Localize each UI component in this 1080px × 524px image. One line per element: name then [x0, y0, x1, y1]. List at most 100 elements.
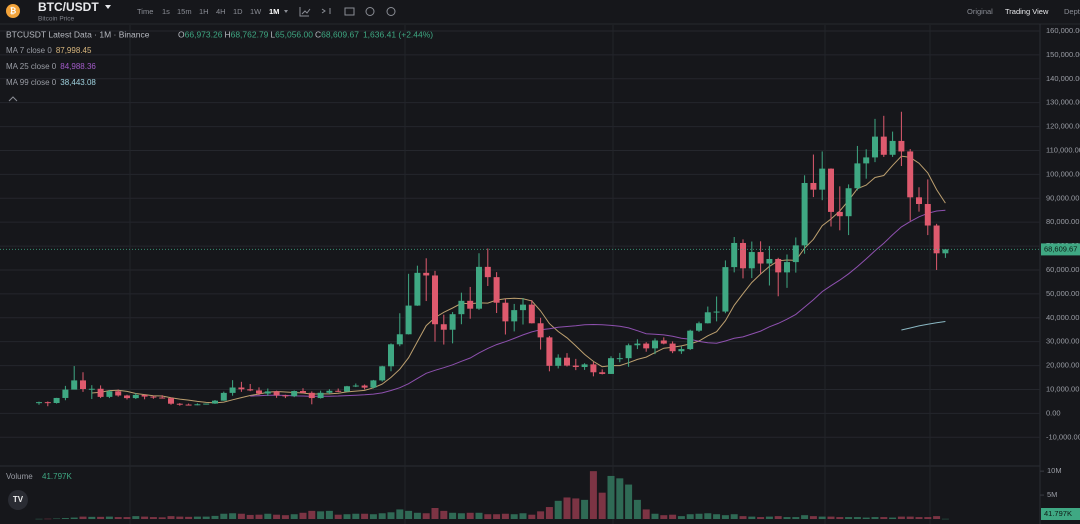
candle-body: [432, 275, 438, 325]
candle-body: [317, 392, 324, 399]
interval-tab[interactable]: 1W: [250, 7, 262, 16]
candle-body: [176, 403, 183, 405]
candle-body: [238, 387, 245, 390]
interval-tab[interactable]: 1H: [199, 7, 209, 16]
symbol-dropdown[interactable]: [105, 5, 111, 9]
volume-bar: [598, 492, 606, 519]
candle-body: [361, 385, 368, 388]
y-tick-label: 100,000.00: [1046, 169, 1080, 178]
interval-tab[interactable]: 15m: [177, 7, 192, 16]
candle-body: [590, 364, 597, 373]
candle-body: [273, 391, 280, 396]
volume-bar: [229, 513, 237, 519]
symbol[interactable]: BTC/USDT: [38, 0, 99, 14]
volume-bar: [845, 517, 853, 519]
volume-bar: [765, 516, 773, 519]
volume-bar: [589, 471, 597, 519]
coin-icon: [6, 4, 20, 18]
candle-body: [520, 304, 526, 311]
logo-badge: [8, 490, 28, 510]
volume-bar: [642, 509, 650, 519]
ma-name: MA 25 close 0: [6, 62, 57, 71]
volume-bar: [528, 514, 536, 519]
candle-body: [106, 391, 113, 397]
volume-bar: [246, 514, 254, 519]
candle-body: [872, 136, 878, 158]
volume-bar: [554, 500, 562, 519]
candle-body: [36, 402, 42, 404]
y-tick-label: 40,000.00: [1046, 313, 1079, 322]
interval-tab[interactable]: 1s: [162, 7, 170, 16]
candle-body: [924, 204, 931, 226]
volume-bar: [695, 513, 703, 519]
interval-tab[interactable]: 1M: [269, 7, 279, 16]
ma-line: [91, 155, 946, 404]
ma-value: 87,998.45: [56, 46, 92, 55]
volume-bar: [484, 514, 492, 519]
volume-bar: [704, 513, 712, 519]
candle-body: [370, 380, 377, 388]
ohlc-value: 66,973.26: [185, 29, 223, 39]
volume-bar: [334, 514, 342, 519]
candle-body: [71, 380, 78, 390]
candle-body: [53, 397, 60, 404]
volume-bar: [361, 513, 369, 519]
candle-body: [449, 314, 456, 330]
volume-bar: [545, 507, 553, 519]
info-icon[interactable]: [365, 7, 375, 16]
ohlc-key: L: [270, 29, 275, 39]
volume-bar: [35, 518, 43, 520]
ohlc-key: O: [178, 29, 185, 39]
volume-bar: [475, 512, 483, 519]
screenshot-icon[interactable]: [344, 7, 355, 16]
volume-bar: [431, 507, 439, 519]
volume-bar: [537, 511, 545, 519]
interval-dropdown[interactable]: [284, 10, 288, 13]
view-tab[interactable]: Trading View: [1005, 7, 1049, 16]
candle-body: [643, 343, 650, 349]
view-tab[interactable]: Depth: [1064, 7, 1080, 16]
candle-body: [212, 400, 218, 404]
volume-value: 41.797K: [42, 472, 72, 481]
interval-tab[interactable]: 4H: [216, 7, 226, 16]
volume-bar: [440, 510, 448, 519]
interval-tab[interactable]: Time: [137, 7, 153, 16]
volume-bar: [466, 512, 474, 519]
candle-body: [379, 366, 386, 381]
volume-bar: [387, 512, 395, 519]
candle-body: [678, 349, 685, 352]
interval-tab[interactable]: 1D: [233, 7, 243, 16]
candle-body: [528, 304, 535, 324]
candle-body: [880, 136, 887, 155]
candle-body: [608, 358, 614, 374]
candle-body: [80, 380, 86, 389]
ma-value: 38,443.08: [60, 78, 96, 87]
candle-body: [713, 311, 720, 313]
candle-body: [168, 398, 174, 404]
candle-body: [62, 389, 69, 398]
volume-bar: [70, 517, 78, 519]
y-tick-label: 60,000.00: [1046, 265, 1079, 274]
volume-bar: [748, 516, 756, 519]
candle-body: [203, 403, 210, 405]
candle-body: [247, 389, 254, 391]
volume-bar: [897, 516, 905, 519]
volume-bar: [607, 475, 615, 519]
volume-bar: [774, 516, 782, 519]
ohlc-value: 65,056.00: [275, 29, 313, 39]
candle-body: [282, 395, 289, 397]
indicator-icon[interactable]: [299, 7, 311, 17]
volume-bar: [79, 516, 87, 519]
candle-body: [810, 182, 817, 190]
settings-icon[interactable]: [321, 8, 331, 14]
ohlc-value: 68,762.79: [231, 29, 269, 39]
volume-bar: [836, 517, 844, 519]
y-tick-label: 90,000.00: [1046, 193, 1079, 202]
candle-body: [564, 357, 570, 366]
candle-body: [854, 163, 861, 189]
view-tab[interactable]: Original: [967, 7, 993, 16]
more-icon[interactable]: [386, 7, 396, 16]
last-price-box: [1041, 243, 1080, 256]
candle-body: [159, 397, 166, 399]
